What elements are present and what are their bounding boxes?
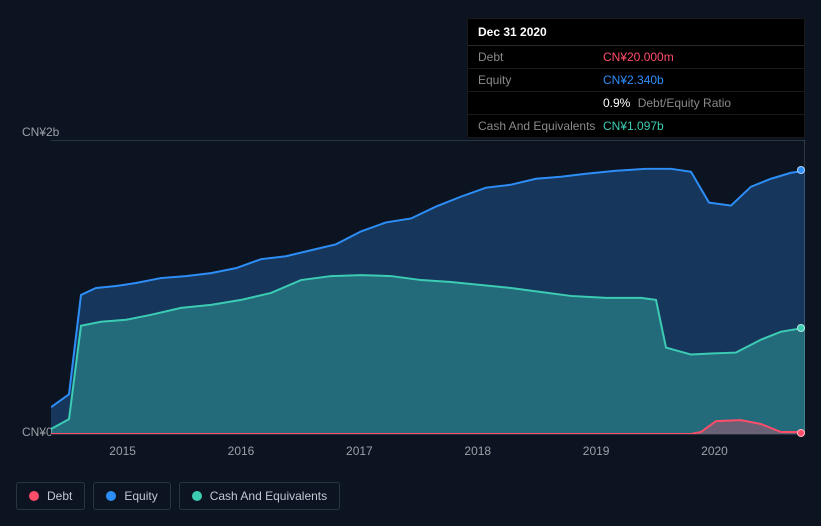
tooltip-value: CN¥20.000m — [603, 50, 674, 64]
tooltip-row: 0.9% Debt/Equity Ratio — [468, 92, 804, 115]
x-axis: 2015 2016 2017 2018 2019 2020 — [51, 440, 805, 460]
tooltip-label: Debt — [478, 50, 603, 64]
chart-tooltip: Dec 31 2020 DebtCN¥20.000mEquityCN¥2.340… — [467, 18, 805, 138]
chart-plot[interactable] — [51, 140, 805, 435]
tooltip-date: Dec 31 2020 — [468, 19, 804, 46]
legend-item-cash-and-equivalents[interactable]: Cash And Equivalents — [179, 482, 340, 510]
legend-item-debt[interactable]: Debt — [16, 482, 85, 510]
tooltip-label — [478, 96, 603, 110]
tooltip-rows: DebtCN¥20.000mEquityCN¥2.340b0.9% Debt/E… — [468, 46, 804, 137]
tooltip-label: Equity — [478, 73, 603, 87]
x-axis-label: 2016 — [228, 444, 255, 458]
tooltip-ratio: 0.9% Debt/Equity Ratio — [603, 96, 731, 110]
x-axis-label: 2015 — [109, 444, 136, 458]
legend-dot-icon — [29, 491, 39, 501]
y-axis-label: CN¥2b — [22, 125, 59, 139]
y-axis-label: CN¥0 — [22, 425, 53, 439]
tooltip-value: CN¥1.097b — [603, 119, 664, 133]
legend-dot-icon — [106, 491, 116, 501]
x-axis-label: 2018 — [464, 444, 491, 458]
chart-legend: Debt Equity Cash And Equivalents — [16, 482, 340, 510]
chart-container: CN¥2b CN¥0 2015 2016 2017 2018 2019 2020 Debt E… — [16, 115, 805, 510]
legend-label: Equity — [124, 489, 157, 503]
x-axis-label: 2020 — [701, 444, 728, 458]
legend-dot-icon — [192, 491, 202, 501]
series-marker — [797, 324, 805, 332]
series-marker — [797, 166, 805, 174]
legend-item-equity[interactable]: Equity — [93, 482, 170, 510]
legend-label: Cash And Equivalents — [210, 489, 327, 503]
tooltip-label: Cash And Equivalents — [478, 119, 603, 133]
x-axis-label: 2019 — [583, 444, 610, 458]
legend-label: Debt — [47, 489, 72, 503]
series-marker — [797, 429, 805, 437]
tooltip-row: EquityCN¥2.340b — [468, 69, 804, 92]
crosshair-line — [804, 140, 805, 435]
tooltip-value: CN¥2.340b — [603, 73, 664, 87]
tooltip-row: DebtCN¥20.000m — [468, 46, 804, 69]
tooltip-row: Cash And EquivalentsCN¥1.097b — [468, 115, 804, 137]
x-axis-label: 2017 — [346, 444, 373, 458]
